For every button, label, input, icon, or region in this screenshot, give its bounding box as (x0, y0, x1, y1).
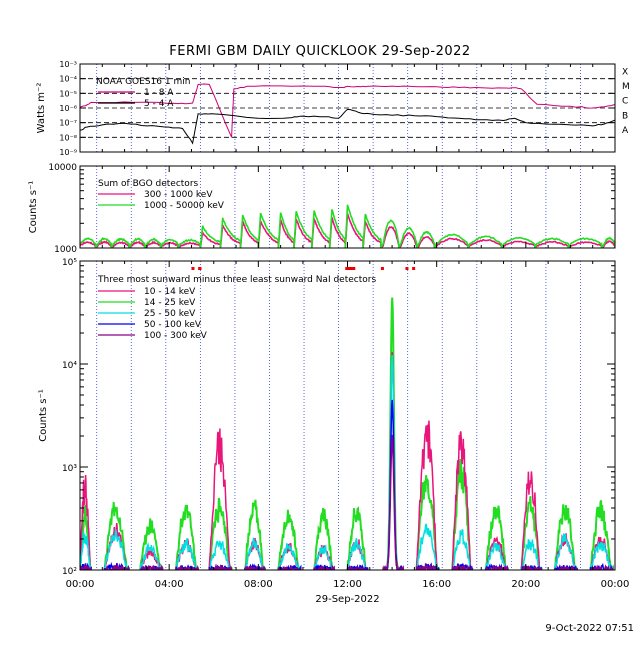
y-tick-label-nai: 10⁴ (62, 361, 77, 371)
x-tick-label: 04:00 (155, 579, 184, 590)
nai-series-line-1 (80, 297, 614, 570)
y-tick-label-goes: 10⁻³ (59, 60, 77, 69)
nai-series-line-0 (80, 352, 614, 570)
nai-series-line-2 (80, 355, 614, 570)
y-tick-label-nai: 10² (62, 567, 77, 577)
legend-label-bgo-0: 300 - 1000 keV (144, 190, 213, 200)
flare-class-label-X: X (622, 67, 628, 77)
flare-class-label-C: C (622, 97, 628, 107)
x-tick-label: 20:00 (511, 579, 540, 590)
y-tick-label-goes: 10⁻⁵ (59, 89, 77, 98)
legend-label-goes-0: 1 - 8 A (144, 88, 174, 98)
goes-series-line-0 (80, 83, 615, 138)
x-tick-label: 12:00 (333, 579, 362, 590)
legend-label-nai-3: 50 - 100 keV (144, 320, 202, 330)
flare-class-label-A: A (622, 126, 629, 136)
legend-label-goes-1: 5 - 4 A (144, 99, 174, 109)
y-tick-label-bgo: 1000 (54, 245, 77, 255)
footer-timestamp: 9-Oct-2022 07:51 (545, 623, 634, 634)
x-tick-label: 08:00 (244, 579, 273, 590)
x-tick-label: 00:00 (66, 579, 95, 590)
legend-label-nai-2: 25 - 50 keV (144, 309, 196, 319)
x-tick-label: 00:00 (601, 579, 630, 590)
goes-series-line-1 (80, 108, 615, 145)
y-axis-label-nai: Counts s⁻¹ (38, 389, 49, 442)
legend-title-bgo: Sum of BGO detectors (98, 179, 199, 189)
y-tick-label-goes: 10⁻⁸ (59, 133, 77, 142)
x-axis-date-label: 29-Sep-2022 (315, 594, 379, 605)
y-tick-label-goes: 10⁻⁹ (59, 148, 77, 157)
legend-label-nai-1: 14 - 25 keV (144, 298, 196, 308)
legend-label-nai-0: 10 - 14 keV (144, 287, 196, 297)
y-tick-label-goes: 10⁻⁴ (59, 75, 77, 84)
y-tick-label-nai: 10⁵ (62, 258, 77, 268)
flag-mark (198, 267, 202, 270)
flag-mark (345, 267, 356, 270)
y-tick-label-nai: 10³ (62, 464, 77, 474)
y-axis-label-bgo: Counts s⁻¹ (28, 181, 39, 234)
legend-title-nai: Three most sunward minus three least sun… (97, 275, 376, 285)
y-tick-label-bgo: 10000 (48, 163, 77, 173)
flag-mark (412, 267, 416, 270)
y-tick-label-goes: 10⁻⁷ (59, 119, 77, 128)
flare-class-label-B: B (622, 111, 628, 121)
flag-mark (191, 267, 195, 270)
legend-title-goes: NOAA GOES16 1 min (96, 77, 190, 87)
legend-label-nai-4: 100 - 300 keV (144, 331, 208, 341)
legend-label-bgo-1: 1000 - 50000 keV (144, 201, 225, 211)
flag-mark (380, 267, 384, 270)
y-axis-label-goes: Watts m⁻² (36, 83, 47, 134)
page-title: FERMI GBM DAILY QUICKLOOK 29-Sep-2022 (169, 44, 471, 59)
y-tick-label-goes: 10⁻⁶ (59, 104, 77, 113)
flare-class-label-M: M (622, 82, 630, 92)
flag-mark (405, 267, 409, 270)
x-tick-label: 16:00 (422, 579, 451, 590)
bgo-series-line-1 (80, 204, 615, 248)
